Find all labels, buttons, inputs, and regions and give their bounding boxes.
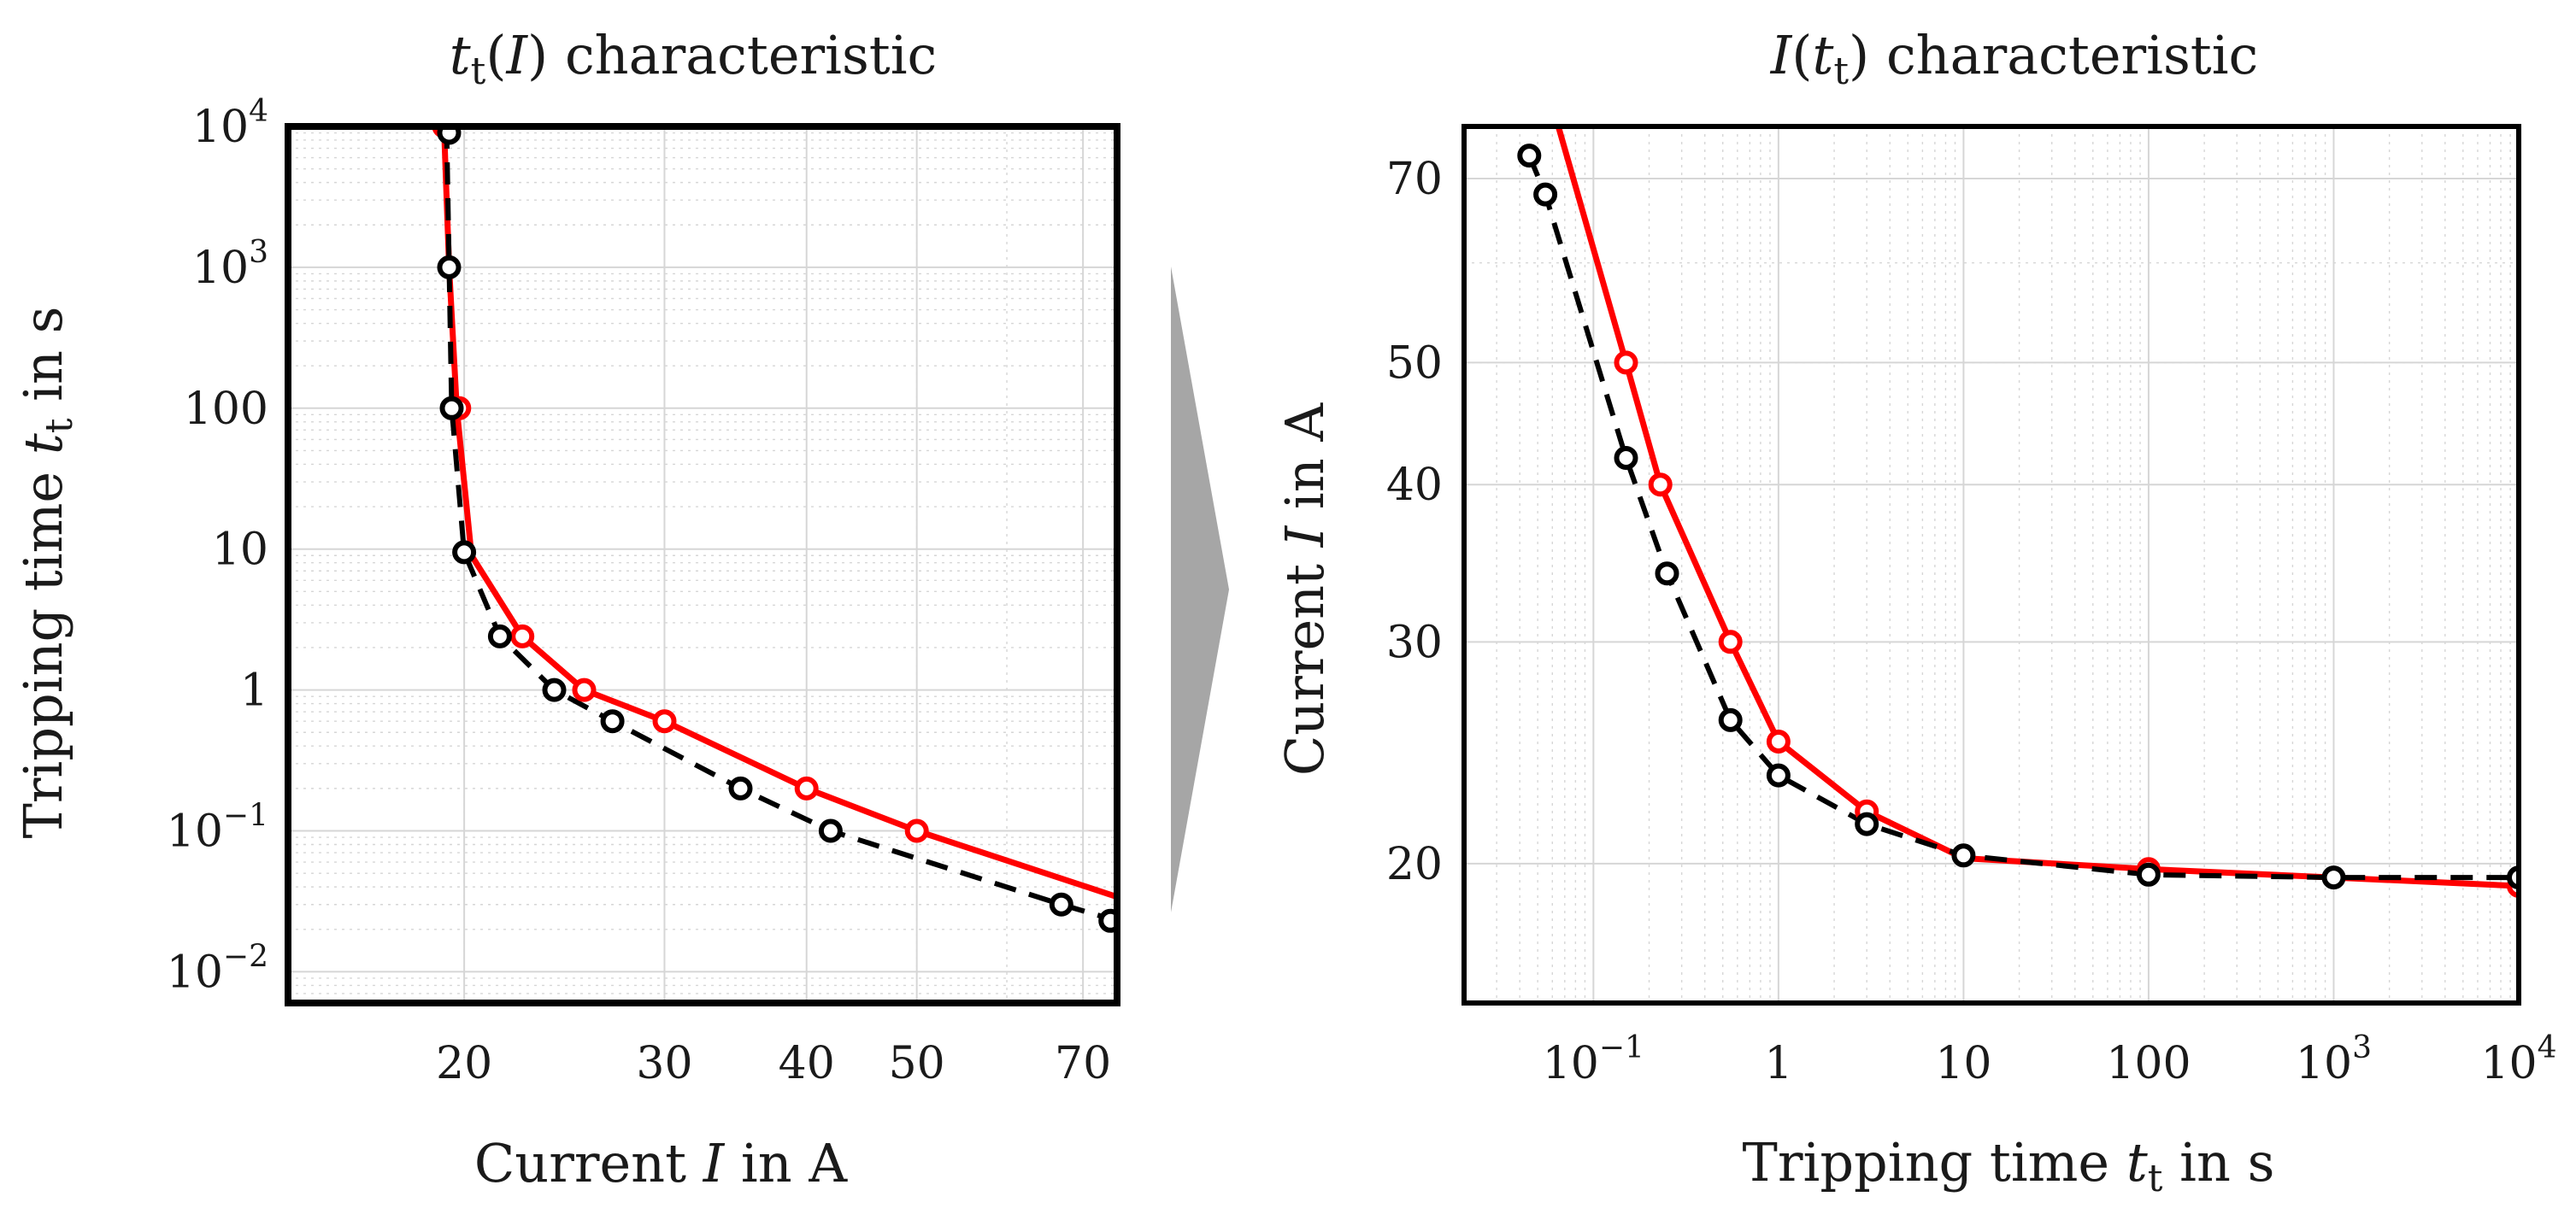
y-tick-label-left: 1 bbox=[240, 666, 268, 717]
marker-black bbox=[1855, 812, 1879, 836]
transition-arrow-icon bbox=[1171, 267, 1229, 912]
x-tick-label-left: 40 bbox=[779, 1038, 835, 1089]
x-tick-label-left: 50 bbox=[889, 1038, 945, 1089]
series-line-black bbox=[1526, 154, 2519, 881]
marker-red bbox=[652, 709, 677, 734]
x-tick-label-right: 1 bbox=[1764, 1038, 1792, 1089]
grid-right bbox=[1464, 126, 2519, 1003]
chart-left-title: tt(I) characteristic bbox=[450, 24, 938, 93]
chart-left-ylabel: Tripping time tt in s bbox=[12, 307, 81, 839]
marker-black bbox=[1655, 561, 1679, 586]
marker-black bbox=[1517, 144, 1542, 168]
marker-black bbox=[437, 126, 462, 145]
marker-red bbox=[572, 677, 597, 702]
grid-left bbox=[288, 126, 1117, 1003]
series-group-right bbox=[1517, 126, 2519, 898]
x-tick-label-right: 10−1 bbox=[1543, 1030, 1644, 1089]
chart-right: I(tt) characteristic Tripping time tt in… bbox=[1273, 24, 2557, 1200]
y-tick-label-right: 40 bbox=[1386, 460, 1443, 511]
marker-black bbox=[1098, 908, 1117, 933]
marker-black bbox=[437, 255, 462, 279]
y-tick-label-right: 70 bbox=[1386, 154, 1443, 205]
marker-red bbox=[1614, 350, 1638, 375]
chart-right-ylabel: Current I in A bbox=[1273, 402, 1336, 777]
marker-red bbox=[1718, 630, 1743, 654]
plot-frame-left bbox=[285, 123, 1120, 1006]
marker-black bbox=[452, 540, 477, 565]
marker-black bbox=[439, 396, 464, 420]
marker-black bbox=[487, 624, 512, 648]
marker-red bbox=[1766, 730, 1791, 754]
series-line-red bbox=[441, 126, 1117, 900]
marker-black bbox=[1951, 843, 1976, 868]
marker-black bbox=[818, 818, 843, 843]
chart-right-xlabel: Tripping time tt in s bbox=[1743, 1131, 2275, 1200]
marker-black bbox=[1049, 892, 1073, 917]
marker-black bbox=[728, 776, 753, 801]
x-tick-label-left: 20 bbox=[436, 1038, 492, 1089]
y-tick-label-left: 103 bbox=[192, 235, 268, 294]
x-tick-label-right: 10 bbox=[1935, 1038, 1991, 1089]
x-tick-label-left: 70 bbox=[1055, 1038, 1111, 1089]
y-tick-label-right: 20 bbox=[1386, 839, 1443, 890]
y-tick-label-right: 30 bbox=[1386, 617, 1443, 668]
x-tick-label-right: 100 bbox=[2106, 1038, 2191, 1089]
series-group-left bbox=[432, 126, 1117, 933]
plot-frame-right bbox=[1461, 124, 2521, 1006]
marker-red bbox=[904, 818, 929, 843]
marker-black bbox=[1766, 763, 1791, 788]
marker-black bbox=[542, 677, 567, 702]
y-tick-label-left: 10−1 bbox=[167, 799, 268, 858]
y-tick-label-right: 50 bbox=[1386, 337, 1443, 389]
marker-red bbox=[510, 624, 535, 648]
chart-left: tt(I) characteristic Current I in A Trip… bbox=[12, 24, 1120, 1194]
marker-red bbox=[1648, 472, 1673, 497]
marker-black bbox=[1533, 182, 1558, 207]
plot-area-left bbox=[288, 126, 1117, 1003]
x-tick-label-right: 104 bbox=[2480, 1030, 2556, 1089]
marker-red bbox=[794, 776, 819, 801]
marker-black bbox=[600, 709, 625, 734]
marker-black bbox=[1718, 707, 1743, 732]
chart-left-xlabel: Current I in A bbox=[474, 1132, 849, 1194]
marker-black bbox=[2136, 862, 2161, 887]
y-tick-label-left: 10−2 bbox=[167, 939, 268, 998]
plot-area-right bbox=[1464, 126, 2519, 1003]
y-tick-label-left: 104 bbox=[192, 94, 268, 153]
y-tick-label-left: 100 bbox=[184, 384, 268, 435]
x-tick-label-right: 103 bbox=[2296, 1030, 2372, 1089]
chart-right-title: I(tt) characteristic bbox=[1770, 24, 2259, 93]
y-tick-label-left: 10 bbox=[212, 525, 268, 576]
x-tick-label-left: 30 bbox=[636, 1038, 692, 1089]
marker-black bbox=[1614, 446, 1638, 470]
marker-black bbox=[2321, 865, 2346, 890]
